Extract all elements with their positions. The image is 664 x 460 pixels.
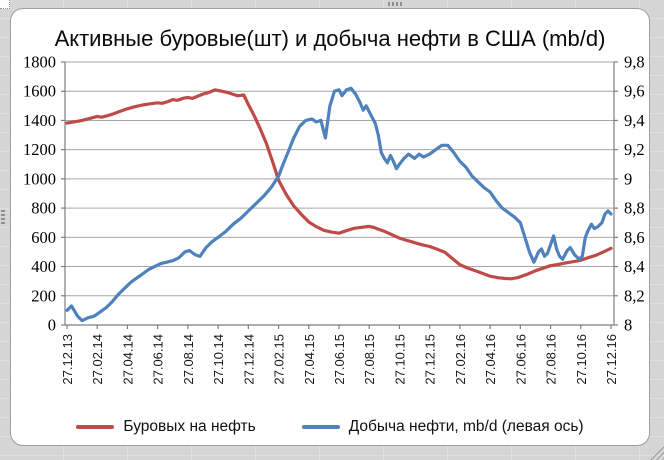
x-axis-tick-label: 27.02.14 [90,334,105,385]
left-axis-tick-label: 200 [31,286,56,305]
left-axis-tick-label: 400 [31,257,56,276]
x-axis-tick-label: 27.10.16 [574,334,589,385]
right-axis-tick-label: 8,6 [624,228,645,247]
worksheet-cell-corner [0,0,10,9]
right-axis-tick-label: 8,4 [624,257,645,276]
chart-legend: Буровых на нефть Добыча нефти, mb/d (лев… [11,418,649,436]
x-axis-tick-label: 27.04.16 [483,334,498,385]
x-axis-tick-label: 27.12.14 [241,334,256,385]
plot-area: 1800 9,8 1600 9,6 1400 9,4 1200 9,2 1000 9 800 8,8 6… [23,53,645,385]
legend-item-rigs[interactable]: Буровых на нефть [76,418,256,436]
x-axis-tick-label: 27.04.14 [120,334,135,385]
chart-object[interactable]: Активные буровые(шт) и добыча нефти в СШ… [10,8,650,446]
right-axis-tick-label: 8,8 [624,199,645,218]
right-axis-tick-label: 8,2 [624,286,645,305]
right-axis-tick-label: 9,8 [624,53,645,72]
x-axis-tick-label: 27.04.15 [302,334,317,385]
left-axis-tick-label: 1200 [23,140,56,159]
left-axis-tick-label: 0 [48,316,56,335]
right-axis-tick-label: 8 [624,316,632,335]
x-axis-tick-label: 27.08.14 [181,334,196,385]
right-axis-tick-label: 9 [624,169,632,188]
production-line-swatch [301,425,340,429]
x-axis-tick-label: 27.12.15 [423,334,438,385]
x-axis-tick-label: 27.08.16 [544,334,559,385]
x-axis-tick-label: 27.12.13 [60,334,75,385]
right-axis-tick-label: 9,6 [624,82,645,101]
x-axis-tick-label: 27.10.14 [211,334,226,385]
chart-title: Активные буровые(шт) и добыча нефти в СШ… [54,26,606,51]
rigs-line-swatch [76,425,115,429]
x-axis-tick-label: 27.10.15 [392,334,407,385]
x-axis-tick-label: 27.02.16 [453,334,468,385]
legend-label-rigs: Буровых на нефть [123,418,256,435]
x-axis-tick-label: 27.12.16 [604,334,619,385]
left-axis-tick-label: 1800 [23,53,56,72]
right-axis-tick-label: 9,2 [624,140,645,159]
selection-handle-left[interactable] [1,210,5,226]
left-axis-tick-label: 1000 [23,169,56,188]
x-axis-tick-label: 27.06.14 [151,334,166,385]
right-axis-tick-label: 9,4 [624,111,645,130]
x-axis-tick-label: 27.06.16 [513,334,528,385]
x-axis-tick-label: 27.06.15 [332,334,347,385]
left-axis-tick-label: 600 [31,228,56,247]
legend-item-production[interactable]: Добыча нефти, mb/d (левая ось) [301,418,584,436]
left-axis-tick-label: 800 [31,199,56,218]
x-axis-tick-label: 27.02.15 [272,334,287,385]
left-axis-tick-label: 1600 [23,82,56,101]
series-line-1 [65,86,613,323]
legend-label-production: Добыча нефти, mb/d (левая ось) [348,418,584,435]
selection-handle-top[interactable] [388,2,404,6]
left-axis-tick-label: 1400 [23,111,56,130]
x-axis-tick-label: 27.08.15 [362,334,377,385]
series-line-0 [65,88,613,281]
